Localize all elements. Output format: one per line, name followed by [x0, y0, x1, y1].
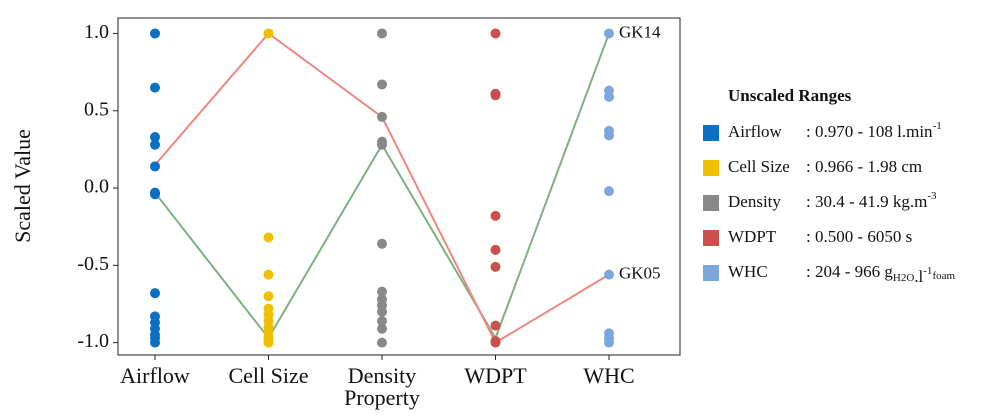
legend-name: WHC [728, 262, 768, 281]
legend-subscript: H2O [893, 272, 914, 284]
point [377, 306, 387, 317]
point [377, 238, 387, 249]
x-tick-label: Airflow [120, 363, 190, 388]
point [263, 337, 274, 348]
y-tick-label: 1.0 [84, 21, 109, 43]
y-tick-label: 0.0 [84, 176, 109, 198]
point [490, 90, 501, 101]
point [604, 269, 614, 280]
point [377, 286, 387, 297]
legend-superscript: -1 [923, 265, 932, 277]
legend-range-text: : 204 - 966 g [806, 262, 893, 281]
plot-frame [117, 17, 681, 356]
point [150, 139, 160, 150]
point [263, 269, 274, 280]
point [490, 210, 501, 221]
legend-superscript: -3 [927, 190, 937, 202]
legend-swatch [703, 125, 719, 141]
legend-range-text: .l [914, 267, 923, 286]
y-tick-label: 0.5 [84, 98, 109, 120]
point [263, 291, 274, 302]
point [604, 337, 614, 348]
x-tick-label: WHC [583, 363, 634, 388]
legend-superscript: -1 [933, 120, 942, 132]
legend-swatch [703, 160, 719, 176]
point [150, 28, 160, 39]
point [150, 189, 160, 200]
point [490, 320, 501, 331]
legend-range: : 0.500 - 6050 s [806, 227, 912, 246]
line-label: GK14 [619, 22, 661, 41]
legend-range: : 0.966 - 1.98 cm [806, 157, 922, 176]
legend-name: WDPT [728, 227, 777, 246]
point [377, 28, 387, 39]
legend-range-text: : 0.500 - 6050 s [806, 227, 912, 246]
point [377, 79, 387, 90]
legend-name: Density [728, 192, 781, 211]
point [377, 139, 387, 150]
x-axis-title: Property [344, 385, 420, 410]
x-tick-label: Cell Size [228, 363, 308, 388]
legend-name: Airflow [728, 122, 783, 141]
point [263, 232, 274, 243]
x-tick-label: Density [348, 363, 416, 388]
point [150, 288, 160, 299]
point [150, 337, 160, 348]
point [377, 337, 387, 348]
legend-range-text: : 30.4 - 41.9 kg.m [806, 192, 927, 211]
point [377, 323, 387, 334]
legend-range-text: : 0.966 - 1.98 cm [806, 157, 922, 176]
point [150, 82, 160, 93]
point [377, 315, 387, 326]
y-axis-title: Scaled Value [10, 129, 35, 243]
point [490, 337, 501, 348]
legend-range: : 30.4 - 41.9 kg.m-3 [806, 190, 937, 211]
point [604, 186, 614, 197]
point [604, 130, 614, 141]
y-tick-label: -1.0 [77, 330, 109, 352]
line-label: GK05 [619, 264, 661, 283]
legend-swatch [703, 230, 719, 246]
y-tick-label: -0.5 [77, 253, 109, 275]
point [377, 111, 387, 122]
legend-range: : 0.970 - 108 l.min-1 [806, 120, 942, 141]
point [604, 91, 614, 102]
point [490, 261, 501, 272]
legend-swatch [703, 195, 719, 211]
legend-subscript: foam [932, 270, 955, 282]
legend-swatch [703, 265, 719, 281]
point [604, 28, 614, 39]
point [490, 244, 501, 255]
point [490, 28, 501, 39]
legend-title: Unscaled Ranges [728, 86, 852, 105]
x-tick-label: WDPT [464, 363, 527, 388]
legend-range: : 204 - 966 gH2O.l-1foam [806, 262, 955, 286]
legend-name: Cell Size [728, 157, 790, 176]
point [150, 161, 160, 172]
point [263, 28, 274, 39]
point [150, 132, 160, 143]
legend-range-text: : 0.970 - 108 l.min [806, 122, 933, 141]
